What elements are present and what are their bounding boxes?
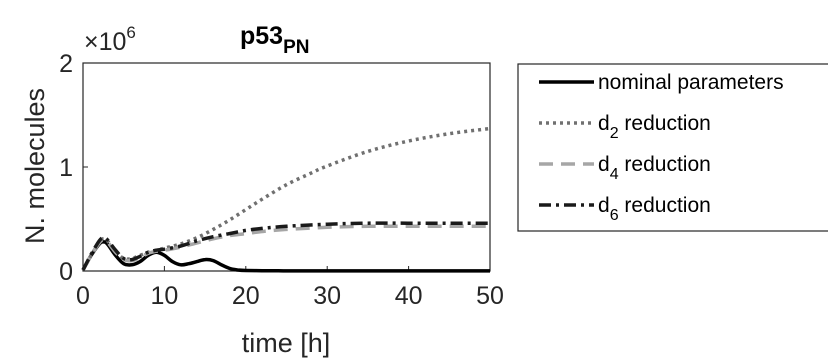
x-tick-label: 0 [76,282,90,310]
x-axis-label: time [h] [242,328,331,358]
y-tick-label: 2 [59,50,73,78]
legend-label-1: nominal parameters [598,71,784,94]
y-tick-label: 0 [59,258,73,286]
legend-box [517,63,828,232]
y-multiplier: ×106 [84,23,136,56]
chart-title-main: p53 [240,22,283,50]
series-line-1 [81,240,490,273]
y-multiplier-base: ×10 [84,28,126,56]
legend-label-subscript: 6 [610,207,619,224]
series-line-4 [81,221,490,271]
legend-label-suffix: reduction [619,194,711,217]
y-multiplier-exponent: 6 [126,23,135,42]
plot-area [82,62,491,272]
ticks: 0 10 20 30 40 50 0 1 2 [59,50,504,310]
x-tick-label: 30 [313,282,341,310]
x-tick-label: 10 [150,282,178,310]
legend-label-subscript: 2 [610,125,619,142]
legend-label-prefix: d [598,153,610,176]
series-lines [81,126,491,273]
legend-label-subscript: 4 [610,166,619,183]
legend-label-3: d4 reduction [598,153,711,183]
x-tick-label: 20 [232,282,260,310]
x-tick-label: 50 [476,282,504,310]
chart-title: p53PN [240,22,310,58]
y-axis-label: N. molecules [20,88,50,244]
legend-label-2: d2 reduction [598,112,711,142]
legend-label-suffix: reduction [619,153,711,176]
legend-label-suffix: reduction [619,112,711,135]
chart-title-subscript: PN [283,37,309,58]
legend-label-prefix: d [598,194,610,217]
x-tick-label: 40 [395,282,423,310]
y-tick-label: 1 [59,154,73,182]
legend-label-prefix: d [598,112,610,135]
legend-label-4: d6 reduction [598,194,711,224]
